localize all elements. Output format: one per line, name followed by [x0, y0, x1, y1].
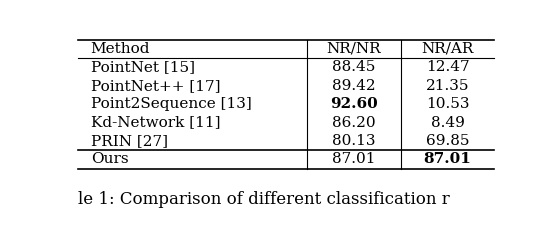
Text: 92.60: 92.60	[330, 97, 378, 111]
Text: 86.20: 86.20	[332, 116, 376, 130]
Text: 87.01: 87.01	[332, 152, 376, 166]
Text: 69.85: 69.85	[425, 134, 469, 148]
Text: PRIN [27]: PRIN [27]	[91, 134, 168, 148]
Text: 80.13: 80.13	[332, 134, 376, 148]
Text: 87.01: 87.01	[423, 152, 471, 166]
Text: Method: Method	[91, 42, 150, 56]
Text: NR/NR: NR/NR	[326, 42, 381, 56]
Text: Point2Sequence [13]: Point2Sequence [13]	[91, 97, 252, 111]
Text: 89.42: 89.42	[332, 79, 376, 93]
Text: 88.45: 88.45	[332, 60, 376, 74]
Text: NR/AR: NR/AR	[421, 42, 474, 56]
Text: Kd-Network [11]: Kd-Network [11]	[91, 116, 220, 130]
Text: 8.49: 8.49	[430, 116, 464, 130]
Text: 10.53: 10.53	[425, 97, 469, 111]
Text: 21.35: 21.35	[425, 79, 469, 93]
Text: 12.47: 12.47	[425, 60, 469, 74]
Text: PointNet++ [17]: PointNet++ [17]	[91, 79, 220, 93]
Text: le 1: Comparison of different classification r: le 1: Comparison of different classifica…	[78, 191, 450, 208]
Text: PointNet [15]: PointNet [15]	[91, 60, 194, 74]
Text: Ours: Ours	[91, 152, 129, 166]
